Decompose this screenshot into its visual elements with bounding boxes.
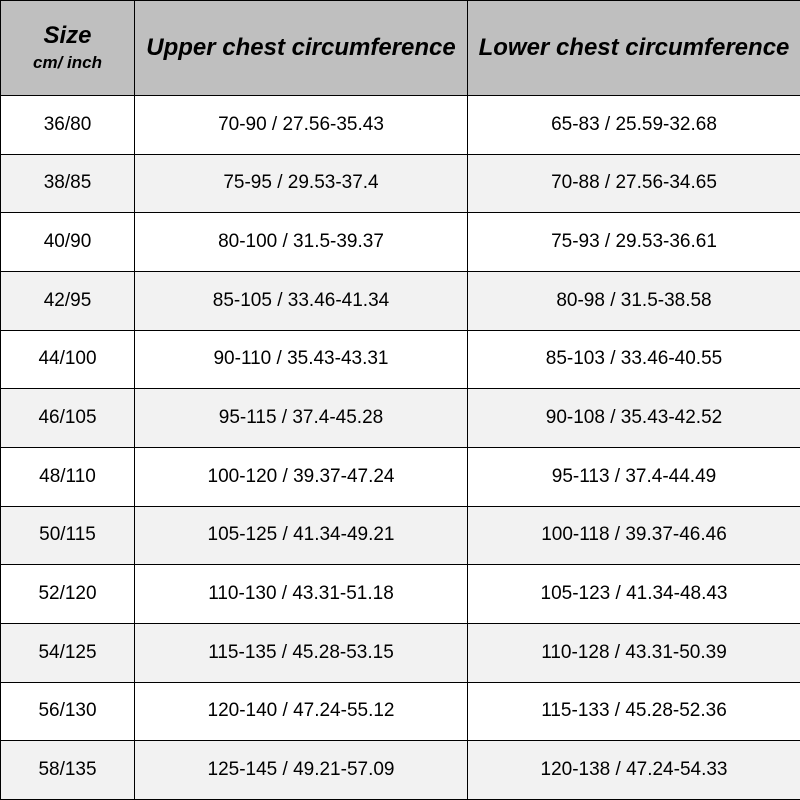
cell-lower: 100-118 / 39.37-46.46 (468, 506, 800, 565)
header-lower-chest-label: Lower chest circumference (479, 34, 790, 61)
table-row: 46/105 95-115 / 37.4-45.28 90-108 / 35.4… (1, 389, 800, 448)
cell-size: 38/85 (1, 154, 135, 213)
cell-upper: 80-100 / 31.5-39.37 (135, 213, 468, 272)
cell-upper: 95-115 / 37.4-45.28 (135, 389, 468, 448)
cell-lower: 80-98 / 31.5-38.58 (468, 271, 800, 330)
cell-upper: 125-145 / 49.21-57.09 (135, 741, 468, 800)
cell-size: 50/115 (1, 506, 135, 565)
header-upper-chest-label: Upper chest circumference (146, 34, 455, 61)
header-size: Size cm/ inch (1, 1, 135, 96)
cell-size: 44/100 (1, 330, 135, 389)
cell-size: 54/125 (1, 623, 135, 682)
cell-upper: 110-130 / 43.31-51.18 (135, 565, 468, 624)
table-row: 36/80 70-90 / 27.56-35.43 65-83 / 25.59-… (1, 96, 800, 155)
header-size-subtitle: cm/ inch (5, 53, 130, 73)
cell-upper: 90-110 / 35.43-43.31 (135, 330, 468, 389)
cell-lower: 65-83 / 25.59-32.68 (468, 96, 800, 155)
cell-size: 42/95 (1, 271, 135, 330)
cell-upper: 115-135 / 45.28-53.15 (135, 623, 468, 682)
table-row: 44/100 90-110 / 35.43-43.31 85-103 / 33.… (1, 330, 800, 389)
table-row: 42/95 85-105 / 33.46-41.34 80-98 / 31.5-… (1, 271, 800, 330)
cell-lower: 75-93 / 29.53-36.61 (468, 213, 800, 272)
table-row: 58/135 125-145 / 49.21-57.09 120-138 / 4… (1, 741, 800, 800)
table-body: 36/80 70-90 / 27.56-35.43 65-83 / 25.59-… (1, 96, 800, 800)
cell-lower: 105-123 / 41.34-48.43 (468, 565, 800, 624)
table-row: 52/120 110-130 / 43.31-51.18 105-123 / 4… (1, 565, 800, 624)
cell-size: 36/80 (1, 96, 135, 155)
header-lower-chest: Lower chest circumference (468, 1, 800, 96)
cell-lower: 95-113 / 37.4-44.49 (468, 447, 800, 506)
cell-lower: 70-88 / 27.56-34.65 (468, 154, 800, 213)
table-row: 54/125 115-135 / 45.28-53.15 110-128 / 4… (1, 623, 800, 682)
cell-upper: 105-125 / 41.34-49.21 (135, 506, 468, 565)
cell-lower: 110-128 / 43.31-50.39 (468, 623, 800, 682)
cell-lower: 115-133 / 45.28-52.36 (468, 682, 800, 741)
table-row: 48/110 100-120 / 39.37-47.24 95-113 / 37… (1, 447, 800, 506)
table-header-row: Size cm/ inch Upper chest circumference … (1, 1, 800, 96)
table-row: 40/90 80-100 / 31.5-39.37 75-93 / 29.53-… (1, 213, 800, 272)
cell-upper: 120-140 / 47.24-55.12 (135, 682, 468, 741)
cell-size: 46/105 (1, 389, 135, 448)
table-row: 56/130 120-140 / 47.24-55.12 115-133 / 4… (1, 682, 800, 741)
cell-size: 52/120 (1, 565, 135, 624)
cell-size: 56/130 (1, 682, 135, 741)
header-size-title: Size (43, 22, 91, 49)
cell-upper: 85-105 / 33.46-41.34 (135, 271, 468, 330)
header-upper-chest: Upper chest circumference (135, 1, 468, 96)
cell-lower: 85-103 / 33.46-40.55 (468, 330, 800, 389)
cell-size: 40/90 (1, 213, 135, 272)
cell-size: 48/110 (1, 447, 135, 506)
table-row: 38/85 75-95 / 29.53-37.4 70-88 / 27.56-3… (1, 154, 800, 213)
cell-upper: 70-90 / 27.56-35.43 (135, 96, 468, 155)
size-chart-table: Size cm/ inch Upper chest circumference … (0, 0, 800, 800)
table-row: 50/115 105-125 / 41.34-49.21 100-118 / 3… (1, 506, 800, 565)
cell-upper: 75-95 / 29.53-37.4 (135, 154, 468, 213)
cell-lower: 120-138 / 47.24-54.33 (468, 741, 800, 800)
cell-lower: 90-108 / 35.43-42.52 (468, 389, 800, 448)
cell-upper: 100-120 / 39.37-47.24 (135, 447, 468, 506)
cell-size: 58/135 (1, 741, 135, 800)
